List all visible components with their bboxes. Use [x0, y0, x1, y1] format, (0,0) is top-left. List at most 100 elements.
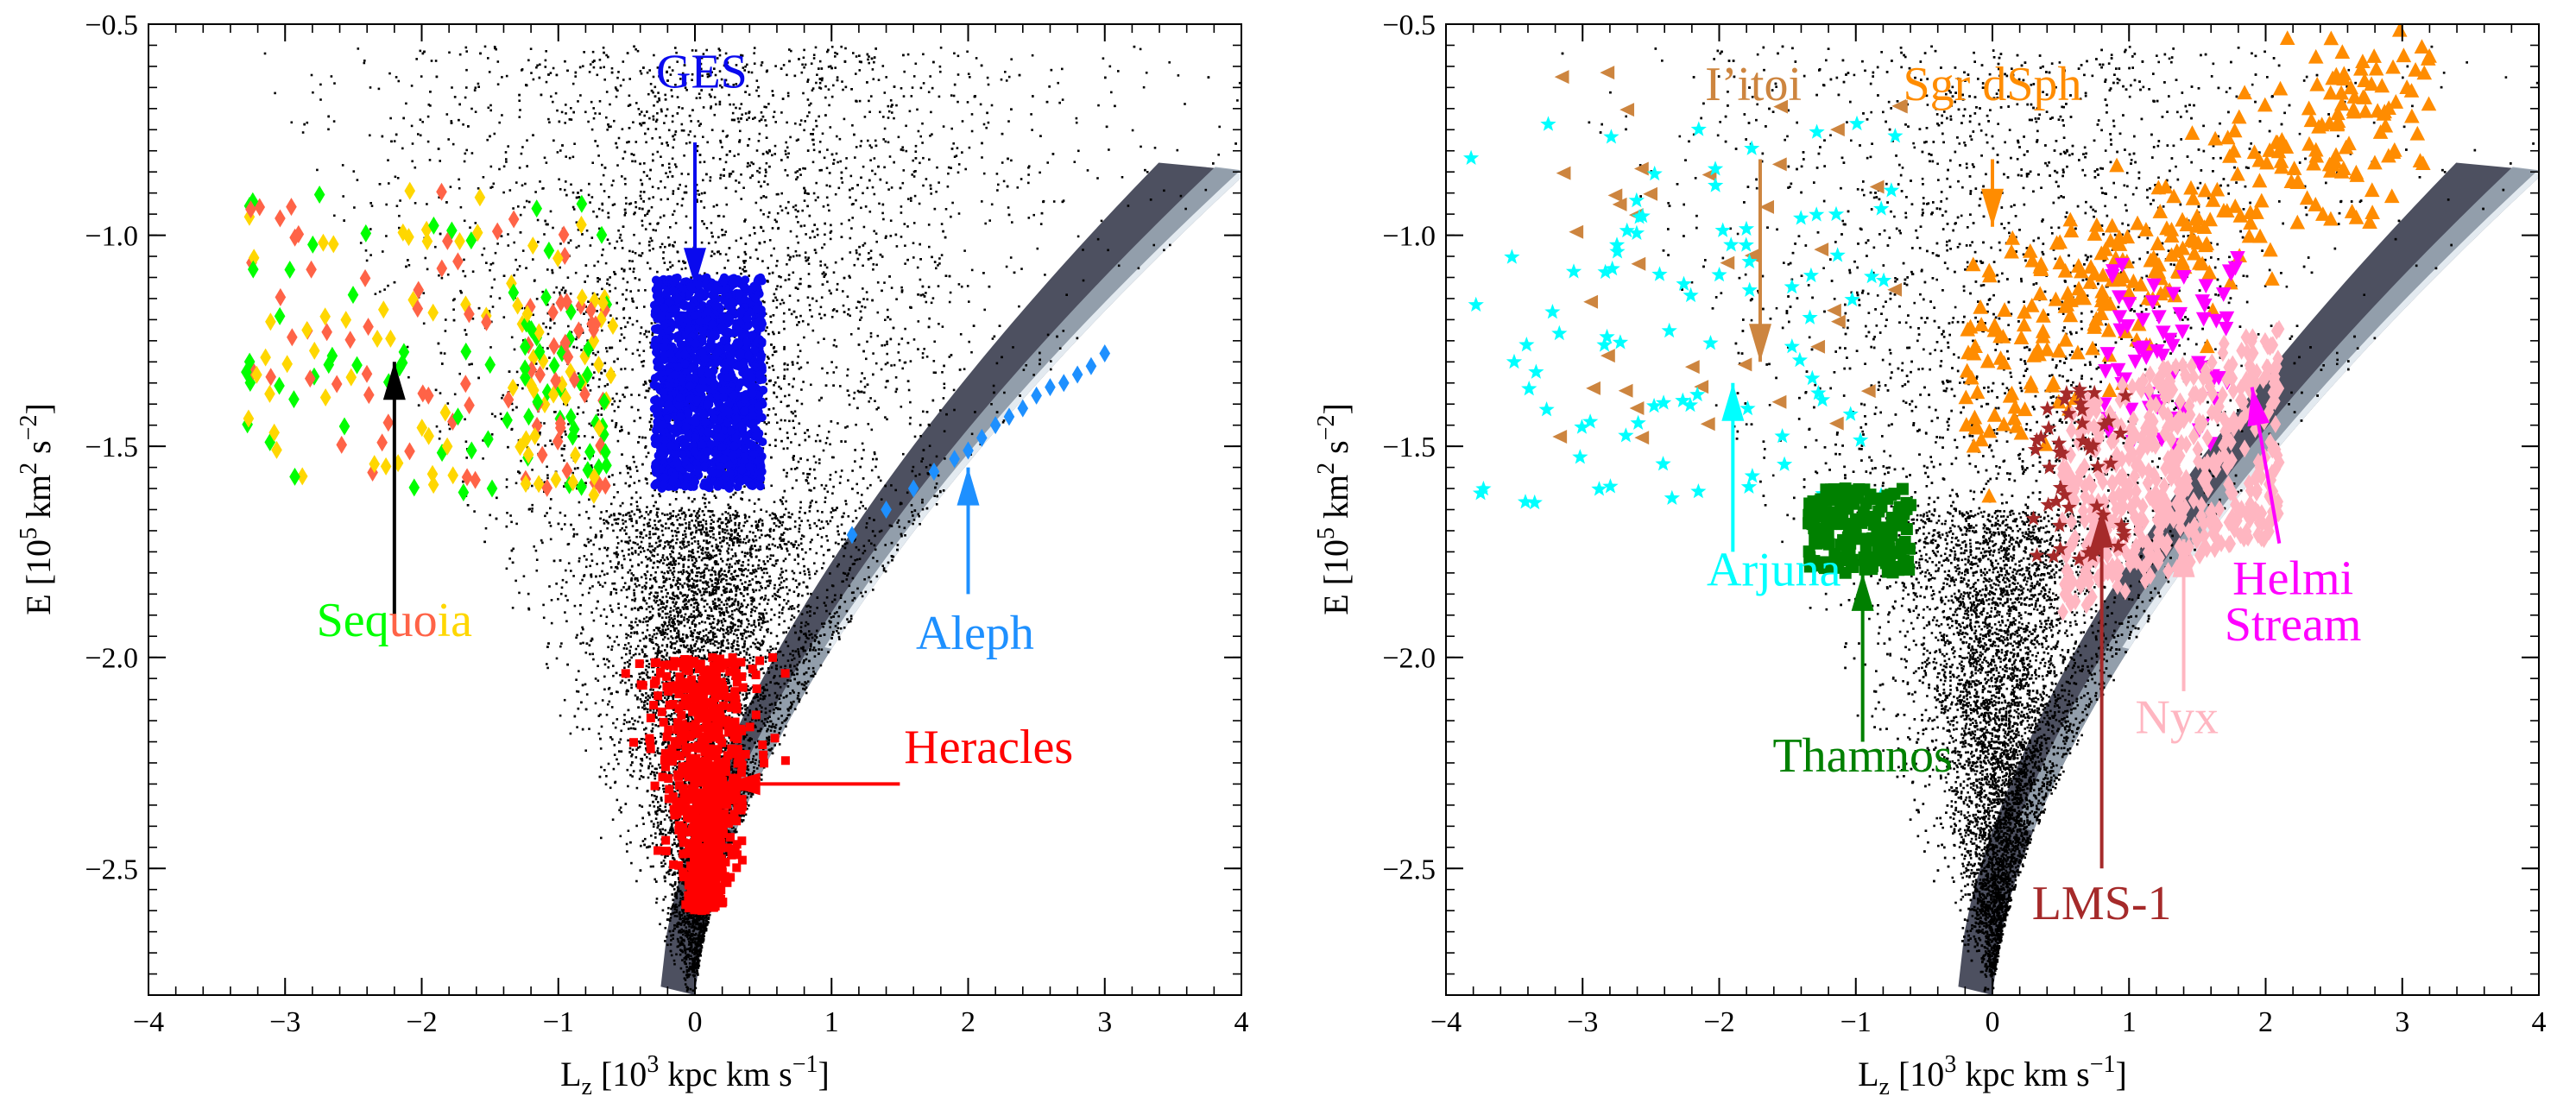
- nyx-point: [2126, 377, 2138, 396]
- sequoia-point: [404, 181, 416, 200]
- nyx-point: [2226, 432, 2237, 451]
- sgr-dsph-point: [1965, 256, 1981, 272]
- heracles-point: [663, 687, 672, 696]
- arjuna-point: [1468, 296, 1484, 312]
- i-itoi-point: [1552, 429, 1568, 444]
- lms-1-point: [2041, 459, 2058, 475]
- sequoia-point: [598, 393, 610, 412]
- i-itoi-point: [1601, 349, 1615, 363]
- sequoia-point: [288, 390, 300, 409]
- sequoia-point: [573, 321, 584, 340]
- nyx-point: [2181, 469, 2192, 488]
- heracles-point: [681, 743, 691, 753]
- heracles-point: [724, 728, 734, 737]
- nyx-point: [2144, 488, 2156, 507]
- helmi-point: [2230, 251, 2245, 266]
- ges-point: [748, 411, 757, 420]
- heracles-point: [684, 772, 693, 782]
- thamnos-point: [1900, 522, 1913, 535]
- sequoia-point: [589, 291, 600, 310]
- heracles-point: [705, 713, 715, 722]
- sequoia-point: [458, 482, 470, 501]
- lms-1-point: [2061, 499, 2077, 514]
- sgr-dsph-point: [2391, 24, 2408, 37]
- nyx-point: [2137, 497, 2149, 516]
- left-series-labels: GES Heracles Aleph Sequoia: [317, 45, 1074, 774]
- ges-point: [758, 319, 767, 329]
- sgr-dsph-point: [2358, 103, 2373, 118]
- nyx-point: [2229, 520, 2240, 539]
- nyx-point: [2114, 390, 2126, 409]
- sgr-dsph-point: [2104, 217, 2120, 233]
- heracles-point: [691, 894, 700, 904]
- heracles-point: [701, 723, 710, 733]
- heracles-point: [737, 760, 747, 770]
- heracles-point: [670, 657, 679, 666]
- sequoia-point: [569, 370, 580, 389]
- arjuna-point: [1683, 287, 1699, 303]
- annotation-arrow-head: [1748, 324, 1771, 362]
- sgr-dsph-point: [2062, 307, 2079, 323]
- ges-point: [670, 471, 679, 481]
- annotation-arrow-head: [957, 467, 980, 506]
- heracles-point: [717, 770, 726, 779]
- ges-point: [747, 373, 756, 382]
- arjuna-point: [1565, 263, 1582, 279]
- nyx-point: [2269, 368, 2281, 387]
- nyx-point: [2119, 582, 2131, 601]
- thamnos-point: [1823, 494, 1836, 507]
- nyx-point: [2069, 528, 2080, 547]
- arjuna-point: [1582, 413, 1599, 429]
- sgr-dsph-point: [2002, 388, 2018, 403]
- heracles-point: [677, 830, 686, 840]
- sgr-dsph-point: [2152, 204, 2169, 218]
- heracles-point: [703, 830, 712, 840]
- heracles-point: [698, 853, 708, 862]
- sequoia-point: [481, 312, 492, 331]
- helmi-point: [2112, 290, 2127, 306]
- sgr-dsph-point: [2049, 235, 2065, 250]
- nyx-point: [2165, 430, 2177, 449]
- ges-point: [660, 355, 669, 364]
- nyx-point: [2245, 481, 2257, 500]
- ges-point: [651, 336, 660, 345]
- annotation-arrow-head: [1851, 572, 1874, 611]
- sequoia-point: [338, 417, 350, 436]
- nyx-point: [2241, 343, 2253, 362]
- lms-1-point: [2085, 437, 2101, 452]
- nyx-point: [2114, 469, 2126, 488]
- sequoia-point: [552, 432, 564, 451]
- heracles-point: [780, 756, 790, 766]
- heracles-point: [737, 855, 747, 865]
- heracles-point: [725, 667, 735, 677]
- heracles-point: [718, 776, 728, 785]
- sgr-dsph-point: [1964, 369, 1979, 385]
- sgr-dsph-point: [2209, 181, 2226, 197]
- heracles-point: [694, 822, 704, 831]
- sequoia-point: [275, 287, 287, 306]
- lms-1-point: [2051, 435, 2068, 451]
- i-itoi-point: [1887, 282, 1903, 297]
- sequoia-point: [576, 477, 587, 496]
- sequoia-point: [423, 386, 434, 405]
- sgr-dsph-point: [2052, 255, 2068, 270]
- series-label-lms-1: LMS-1: [2032, 877, 2172, 930]
- nyx-point: [2113, 558, 2125, 577]
- sgr-dsph-point: [1986, 318, 2003, 332]
- sgr-dsph-point: [2150, 263, 2167, 279]
- ges-point: [729, 390, 739, 400]
- heracles-point: [737, 795, 747, 804]
- heracles-point: [677, 710, 686, 720]
- sgr-dsph-point: [2333, 96, 2350, 111]
- ges-point: [700, 418, 710, 427]
- sequoia-point: [593, 419, 605, 438]
- sequoia-point: [426, 464, 439, 483]
- sgr-dsph-point: [2150, 236, 2166, 251]
- heracles-point: [698, 676, 707, 685]
- sgr-dsph-point: [2100, 322, 2117, 337]
- heracles-point: [674, 681, 684, 690]
- sgr-dsph-point: [1973, 317, 1989, 331]
- ges-point: [684, 409, 693, 419]
- i-itoi-point: [1600, 66, 1615, 80]
- sequoia-point: [344, 331, 357, 350]
